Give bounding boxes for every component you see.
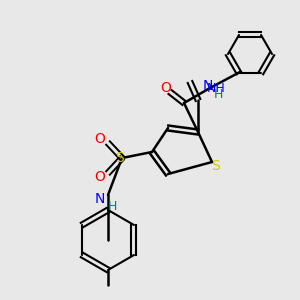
Text: O: O — [160, 81, 171, 95]
Text: H: H — [107, 200, 117, 214]
Text: S: S — [116, 151, 124, 165]
Text: NH: NH — [207, 82, 225, 94]
Text: H: H — [213, 88, 223, 100]
Text: N: N — [203, 79, 213, 93]
Text: S: S — [212, 159, 220, 173]
Text: N: N — [95, 192, 105, 206]
Text: O: O — [94, 132, 105, 146]
Text: O: O — [94, 170, 105, 184]
